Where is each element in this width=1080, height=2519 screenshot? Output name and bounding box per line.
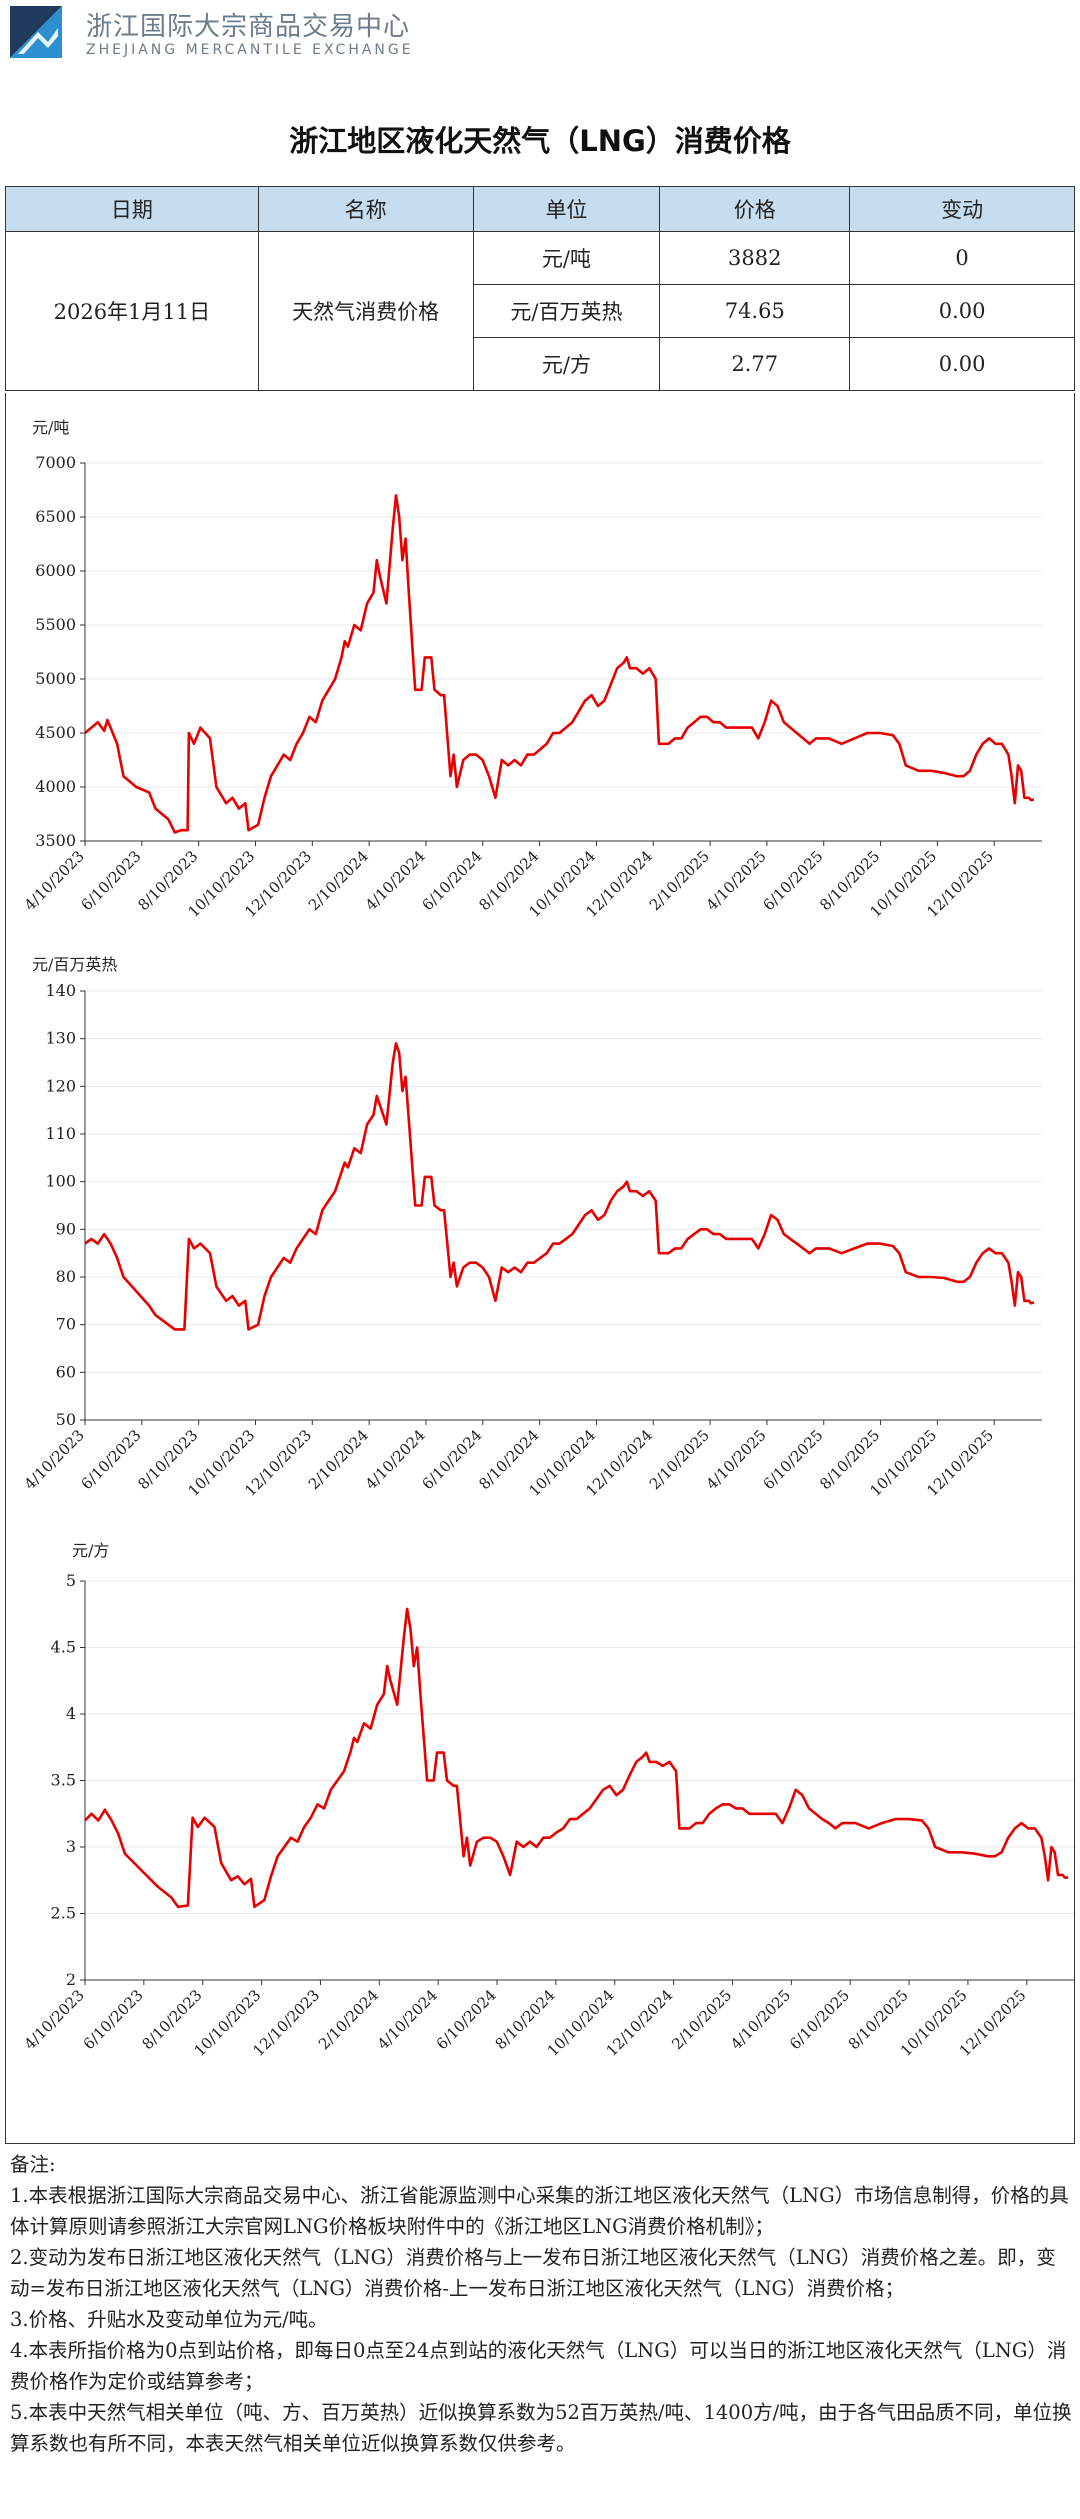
x-tick-label: 2/10/2024: [315, 1986, 382, 2053]
price-series-line: [84, 1607, 1068, 1909]
price-series-line: [84, 1042, 1035, 1331]
unit-cell: 元/方: [472, 337, 661, 391]
y-tick-label: 110: [45, 1124, 76, 1143]
date-cell: 2026年1月11日: [5, 231, 259, 391]
x-tick-label: 4/10/2024: [362, 847, 429, 914]
y-tick-label: 70: [56, 1315, 76, 1334]
notes-heading: 备注:: [10, 2153, 56, 2176]
brand-name-en: ZHEJIANG MERCANTILE EXCHANGE: [86, 42, 414, 58]
notes-section: 备注: 1.本表根据浙江国际大宗商品交易中心、浙江省能源监测中心采集的浙江地区液…: [10, 2149, 1072, 2459]
x-tick-label: 4/10/2025: [727, 1986, 794, 2053]
y-tick-label: 4: [66, 1704, 76, 1723]
y-tick-label: 100: [45, 1172, 76, 1191]
change-cell: 0.00: [849, 284, 1075, 338]
price-series-line: [84, 494, 1035, 834]
note-item: 5.本表中天然气相关单位（吨、方、百万英热）近似换算系数为52百万英热/吨、14…: [10, 2401, 1072, 2455]
x-tick-label: 6/10/2024: [418, 1426, 485, 1493]
header-price: 价格: [659, 186, 851, 232]
x-tick-label: 4/10/2023: [21, 847, 88, 914]
y-tick-label: 80: [56, 1267, 76, 1286]
note-item: 3.价格、升贴水及变动单位为元/吨。: [10, 2308, 328, 2331]
y-axis-label: 元/吨: [32, 418, 69, 437]
note-item: 1.本表根据浙江国际大宗商品交易中心、浙江省能源监测中心采集的浙江地区液化天然气…: [10, 2184, 1069, 2238]
x-tick-label: 2/10/2025: [646, 847, 713, 914]
price-charts: 元/吨 3500 4000 4500 5000 5500 6000 6500 7000 4/10/…: [21, 418, 1074, 2060]
price-cell: 74.65: [659, 284, 851, 338]
x-tick-label: 2/10/2024: [305, 847, 372, 914]
header-change: 变动: [849, 186, 1075, 232]
table-row: 2026年1月11日 天然气消费价格 元/吨 3882 0: [5, 231, 1075, 391]
header-date: 日期: [5, 186, 259, 232]
note-item: 2.变动为发布日浙江地区液化天然气（LNG）消费价格与上一发布日浙江地区液化天然…: [10, 2246, 1056, 2300]
table-row: 元/方 2.77 0.00: [6, 337, 1075, 391]
y-tick-label: 7000: [35, 453, 76, 472]
y-tick-label: 5000: [35, 669, 76, 688]
y-tick-label: 3.5: [51, 1771, 76, 1790]
note-item: 4.本表所指价格为0点到站价格，即每日0点至24点到站的液化天然气（LNG）可以…: [10, 2339, 1067, 2393]
x-tick-label: 4/10/2023: [21, 1986, 88, 2053]
y-tick-label: 2.5: [51, 1904, 76, 1923]
table-row: 元/百万英热 74.65 0.00: [6, 284, 1075, 338]
y-axis-label: 元/百万英热: [32, 955, 117, 974]
brand-name-cn: 浙江国际大宗商品交易中心: [86, 12, 411, 42]
x-tick-label: 6/10/2024: [433, 1986, 500, 2053]
price-table: 日期 名称 单位 价格 变动 2026年1月11日 天然气消费价格 元/吨 38…: [5, 186, 1075, 391]
x-tick-label: 4/10/2025: [703, 1426, 770, 1493]
y-tick-label: 5500: [35, 615, 76, 634]
y-tick-label: 120: [45, 1076, 76, 1095]
y-tick-label: 130: [45, 1029, 76, 1048]
x-tick-label: 6/10/2024: [418, 847, 485, 914]
header-name: 名称: [257, 186, 474, 232]
y-tick-label: 140: [45, 981, 76, 1000]
y-tick-label: 60: [56, 1362, 76, 1381]
x-tick-label: 4/10/2023: [21, 1426, 88, 1493]
x-tick-label: 4/10/2024: [374, 1986, 441, 2053]
x-tick-label: 4/10/2025: [703, 847, 770, 914]
x-tick-label: 2/10/2025: [646, 1426, 713, 1493]
y-tick-label: 90: [56, 1219, 76, 1238]
y-tick-label: 3: [66, 1837, 76, 1856]
y-tick-label: 4.5: [51, 1638, 76, 1657]
x-tick-label: 6/10/2025: [786, 1986, 853, 2053]
price-cell: 2.77: [659, 337, 851, 391]
unit-cell: 元/百万英热: [472, 284, 661, 338]
x-tick-label: 6/10/2023: [78, 1426, 145, 1493]
exchange-logo-icon: [10, 6, 62, 58]
y-tick-label: 6500: [35, 507, 76, 526]
y-tick-label: 6000: [35, 561, 76, 580]
x-tick-label: 4/10/2024: [362, 1426, 429, 1493]
unit-cell: 元/吨: [472, 231, 661, 285]
x-tick-label: 6/10/2025: [759, 1426, 826, 1493]
x-tick-label: 2/10/2024: [305, 1426, 372, 1493]
x-tick-label: 6/10/2023: [78, 847, 145, 914]
table-header-row: 日期 名称 单位 价格 变动: [5, 186, 1075, 232]
name-cell: 天然气消费价格: [257, 231, 474, 391]
charts-panel: 元/吨 3500 4000 4500 5000 5500 6000 6500 7000 4/10/…: [5, 393, 1075, 2144]
change-cell: 0.00: [849, 337, 1075, 391]
header: 浙江国际大宗商品交易中心 ZHEJIANG MERCANTILE EXCHANG…: [0, 0, 1080, 70]
y-axis-label: 元/方: [72, 1541, 109, 1560]
x-tick-label: 2/10/2025: [668, 1986, 735, 2053]
page-title: 浙江地区液化天然气（LNG）消费价格: [289, 124, 791, 158]
price-cell: 3882: [659, 231, 851, 285]
y-tick-label: 4000: [35, 777, 76, 796]
y-tick-label: 3500: [35, 831, 76, 850]
change-cell: 0: [849, 231, 1075, 285]
y-tick-label: 50: [56, 1410, 76, 1429]
x-tick-label: 6/10/2023: [80, 1986, 147, 2053]
y-tick-label: 5: [66, 1571, 76, 1590]
y-tick-label: 4500: [35, 723, 76, 742]
y-tick-label: 2: [66, 1970, 76, 1989]
x-tick-label: 6/10/2025: [759, 847, 826, 914]
header-unit: 单位: [472, 186, 661, 232]
